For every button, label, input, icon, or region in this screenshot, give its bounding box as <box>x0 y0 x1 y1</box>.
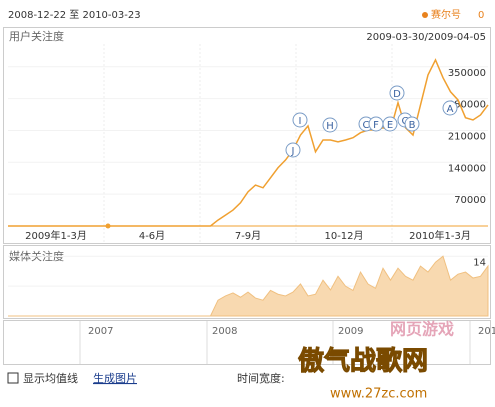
timeline-frame <box>3 320 491 365</box>
event-label: E <box>387 120 393 131</box>
timeline-year: 2007 <box>88 326 113 337</box>
y-tick-label: 14 <box>473 257 486 268</box>
chart-title: 用户关注度 <box>9 29 64 43</box>
event-label: J <box>291 146 295 157</box>
area <box>8 255 489 317</box>
checkbox-label[interactable]: 显示均值线 <box>23 371 78 385</box>
watermark: 傲气战歌网 <box>298 346 428 377</box>
event-marker <box>404 116 420 132</box>
event-label: C <box>363 120 370 131</box>
x-tick-label: 7-9月 <box>235 230 261 242</box>
chart-subtitle: 2009-03-30/2009-04-05 <box>366 32 486 43</box>
keyword-dot <box>422 12 428 18</box>
watermark: 网页游戏 <box>390 320 454 339</box>
event-marker <box>292 112 308 128</box>
y-tick-label: 280000 <box>448 100 486 111</box>
y-tick-label: 210000 <box>448 131 486 142</box>
link[interactable]: 生成图片 <box>93 371 137 385</box>
x-tick-label: 2010年1-3月 <box>409 229 471 242</box>
user-chart-frame <box>3 27 491 244</box>
timeline-year: 2008 <box>212 326 237 337</box>
event-label: I <box>299 116 302 127</box>
keyword-count: 0 <box>478 10 484 21</box>
timeline-year: 201 <box>478 326 495 337</box>
timeline-year: 2009 <box>338 326 363 337</box>
event-label: F <box>373 120 379 131</box>
event-marker <box>442 100 458 116</box>
x-tick-label: 2009年1-3月 <box>25 229 87 242</box>
checkbox[interactable] <box>7 372 19 384</box>
x-tick-label: 4-6月 <box>139 230 165 242</box>
date-range: 2008-12-22 至 2010-03-23 <box>8 9 141 21</box>
watermark: www.27zc.com <box>330 387 427 402</box>
event-marker <box>285 142 301 158</box>
event-marker <box>389 85 405 101</box>
event-marker <box>322 117 338 133</box>
y-tick-label: 350000 <box>448 68 486 79</box>
width-label: 时间宽度: <box>237 371 285 385</box>
keyword[interactable]: 赛尔号 <box>431 8 461 21</box>
event-label: A <box>447 104 454 115</box>
event-label: D <box>393 89 401 100</box>
charts: 用户关注度 2009-03-30/2009-04-05 70000 140000 210… <box>8 29 495 364</box>
y-tick-label: 140000 <box>448 163 486 174</box>
event-marker <box>382 116 398 132</box>
event-label: H <box>326 121 334 132</box>
media-chart-frame <box>3 245 491 319</box>
x-tick-label: 10-12月 <box>324 230 363 242</box>
y-tick-label: 70000 <box>454 195 486 206</box>
event-label: B <box>409 120 416 131</box>
